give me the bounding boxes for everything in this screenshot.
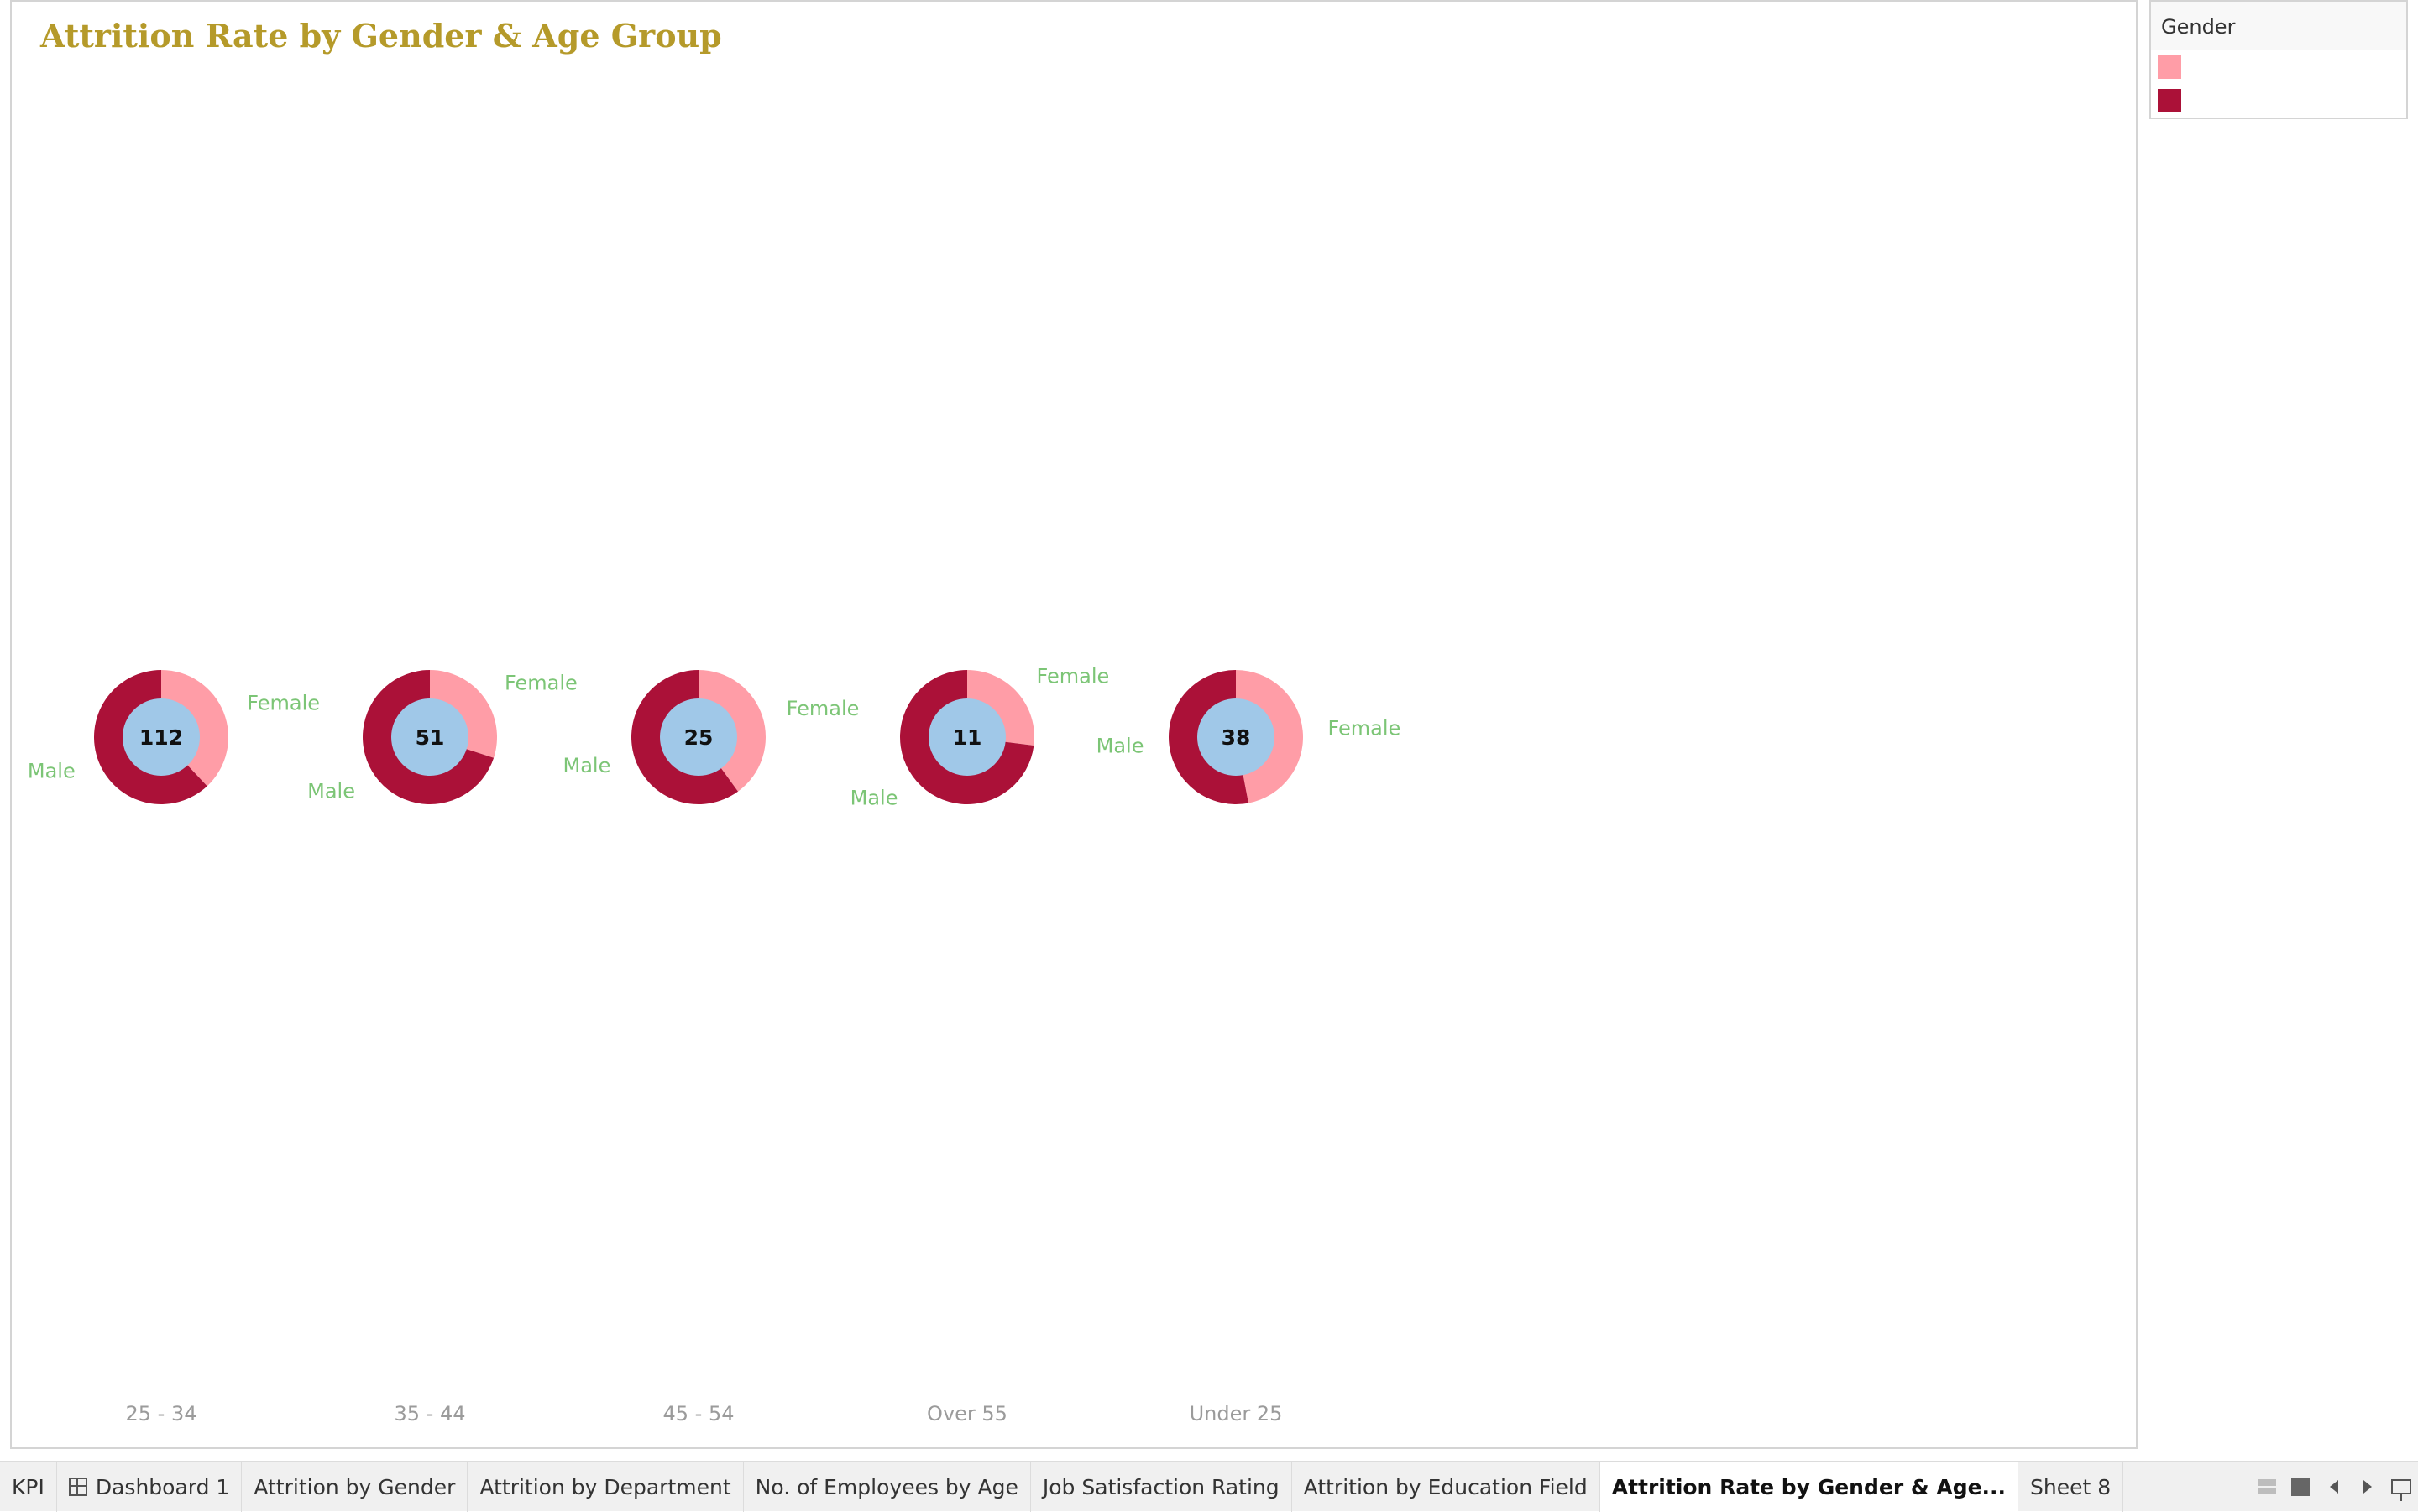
tab-job-satisfaction-rating[interactable]: Job Satisfaction Rating: [1031, 1462, 1292, 1512]
slice-label: Male: [28, 759, 76, 782]
presentation-mode-icon: [2391, 1479, 2411, 1501]
tab-sheet-8[interactable]: Sheet 8: [2018, 1462, 2124, 1512]
tab-label: No. of Employees by Age: [755, 1474, 1018, 1499]
tab-label: KPI: [12, 1474, 44, 1499]
category-label: 25 - 34: [126, 1402, 197, 1426]
tab-label: Sheet 8: [2030, 1474, 2112, 1499]
dashboard-icon: [68, 1478, 87, 1496]
tab-label: Attrition by Department: [479, 1474, 731, 1499]
slice-label: Male: [563, 754, 611, 777]
next-sheet-icon: [2363, 1480, 2372, 1494]
previous-sheet-button[interactable]: [2317, 1462, 2351, 1512]
tab-label: Attrition by Gender: [254, 1474, 456, 1499]
donut-center[interactable]: [929, 698, 1006, 776]
tab-label: Dashboard 1: [95, 1474, 230, 1499]
donut-center[interactable]: [1197, 698, 1274, 776]
tab-attrition-by-gender[interactable]: Attrition by Gender: [242, 1462, 468, 1512]
legend-title: Gender: [2151, 2, 2406, 50]
show-filmstrip-icon: [2291, 1478, 2310, 1496]
donut-center[interactable]: [391, 698, 468, 776]
sheet-title: Attrition Rate by Gender & Age Group: [40, 17, 722, 55]
presentation-mode-button[interactable]: [2384, 1462, 2418, 1512]
slice-label: Female: [1328, 717, 1401, 740]
slice-label: Female: [247, 692, 320, 715]
total-label: 51: [416, 725, 445, 750]
total-label: 112: [139, 725, 183, 750]
total-label: 25: [684, 725, 714, 750]
total-label: 38: [1222, 725, 1251, 750]
slice-label: Male: [307, 780, 355, 803]
legend-item-male[interactable]: [2158, 89, 2181, 112]
show-sheet-sorter-button[interactable]: [2250, 1462, 2284, 1512]
tab-attrition-by-education-field[interactable]: Attrition by Education Field: [1292, 1462, 1600, 1512]
tab-label: Job Satisfaction Rating: [1042, 1474, 1280, 1499]
tab-dashboard-1[interactable]: Dashboard 1: [57, 1462, 243, 1512]
tab-attrition-by-department[interactable]: Attrition by Department: [468, 1462, 744, 1512]
tab-kpi[interactable]: KPI: [0, 1462, 57, 1512]
tab-attrition-rate-by-gender-age[interactable]: Attrition Rate by Gender & Age...: [1599, 1462, 2019, 1512]
slice-label: Male: [1096, 734, 1144, 757]
category-label: 45 - 54: [663, 1402, 735, 1426]
tab-label: Attrition by Education Field: [1303, 1474, 1588, 1499]
previous-sheet-icon: [2330, 1480, 2338, 1494]
tab-label: Attrition Rate by Gender & Age...: [1611, 1474, 2007, 1499]
tab-controls: [2250, 1462, 2418, 1512]
show-sheet-sorter-icon: [2258, 1479, 2276, 1494]
sheet-tabs: KPI Dashboard 1 Attrition by Gender Attr…: [0, 1462, 2418, 1512]
slice-label: Female: [1037, 664, 1110, 688]
category-label: Over 55: [927, 1402, 1008, 1426]
viz-area: Female Male 112 25 - 34 Female Male 51 35 - 44 F…: [10, 0, 2138, 1449]
donut-chart[interactable]: Female Male 112 25 - 34 Female Male 51 35 - 44 F…: [12, 2, 2139, 1451]
next-sheet-button[interactable]: [2351, 1462, 2384, 1512]
legend-item-female[interactable]: [2158, 55, 2181, 79]
tab-employees-by-age[interactable]: No. of Employees by Age: [744, 1462, 1031, 1512]
donut-center[interactable]: [660, 698, 737, 776]
show-filmstrip-button[interactable]: [2284, 1462, 2317, 1512]
category-label: Under 25: [1190, 1402, 1283, 1426]
gender-legend[interactable]: Gender: [2149, 0, 2408, 119]
category-label: 35 - 44: [395, 1402, 466, 1426]
sheet-tab-bar: KPI Dashboard 1 Attrition by Gender Attr…: [0, 1461, 2418, 1512]
slice-label: Female: [787, 697, 860, 720]
donut-center[interactable]: [123, 698, 200, 776]
slice-label: Female: [505, 671, 578, 694]
total-label: 11: [953, 725, 982, 750]
slice-label: Male: [850, 787, 898, 810]
